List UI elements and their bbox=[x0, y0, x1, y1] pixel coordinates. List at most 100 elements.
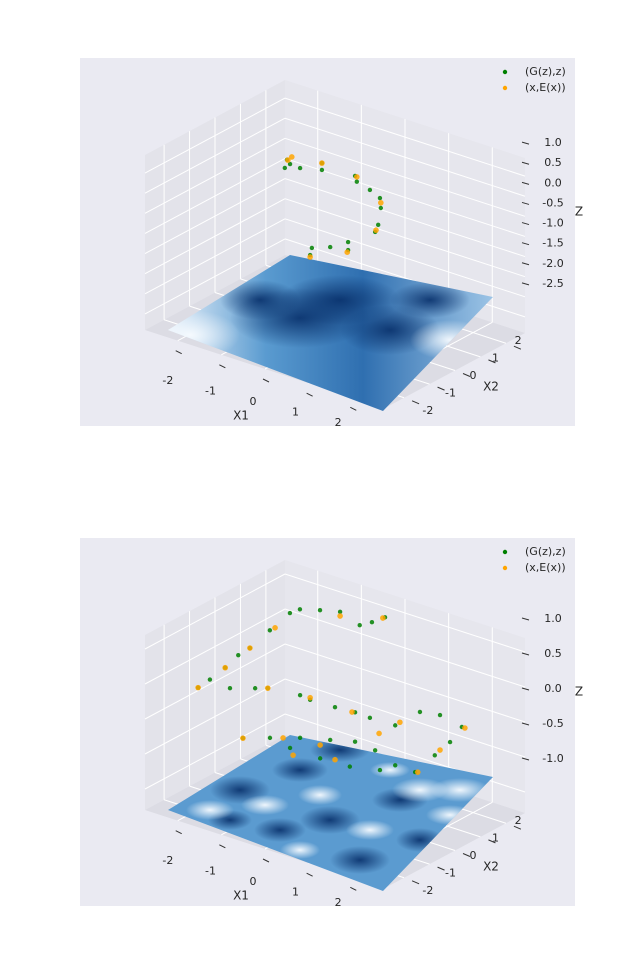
point bbox=[267, 735, 273, 741]
grid-line bbox=[144, 573, 286, 650]
surface-blob bbox=[272, 758, 328, 782]
x-tick-label: 2 bbox=[335, 416, 342, 429]
x-tick-label: -2 bbox=[162, 854, 173, 867]
grid-line bbox=[144, 158, 286, 234]
y-tick-label: 2 bbox=[515, 334, 522, 347]
z-tick bbox=[521, 687, 530, 691]
point bbox=[297, 735, 303, 741]
y-tick bbox=[488, 839, 496, 844]
y-tick-label: 0 bbox=[470, 849, 477, 862]
point bbox=[289, 154, 295, 160]
x-tick-label: -1 bbox=[205, 864, 216, 877]
z-tick-label: -1.0 bbox=[542, 217, 563, 230]
z-axis-label: Z bbox=[575, 685, 583, 699]
y-axis-label: X2 bbox=[483, 380, 499, 394]
grid-line bbox=[284, 198, 526, 278]
grid-line bbox=[284, 178, 526, 258]
grid-line bbox=[284, 643, 526, 723]
point bbox=[290, 752, 296, 758]
point bbox=[307, 694, 313, 701]
x-axis-label: X1 bbox=[233, 409, 249, 423]
point bbox=[349, 709, 355, 715]
point bbox=[357, 623, 362, 628]
z-tick-label: 1.0 bbox=[544, 612, 562, 625]
point bbox=[367, 187, 373, 193]
point bbox=[328, 244, 333, 250]
z-tick-label: -2.0 bbox=[542, 257, 563, 270]
z-tick-label: -0.5 bbox=[542, 717, 563, 730]
surface-blob bbox=[370, 762, 410, 778]
point bbox=[437, 747, 443, 753]
point bbox=[227, 685, 233, 691]
x-tick bbox=[262, 858, 270, 863]
point bbox=[354, 179, 360, 184]
z-tick-label: -0.5 bbox=[542, 196, 563, 209]
point bbox=[376, 222, 381, 228]
grid-line bbox=[284, 218, 526, 298]
point bbox=[195, 684, 201, 691]
y-tick-label: 2 bbox=[515, 814, 522, 827]
z-tick bbox=[521, 262, 530, 266]
point bbox=[393, 723, 398, 728]
surface-blob bbox=[254, 818, 306, 842]
surface-blob bbox=[392, 778, 448, 802]
grid-line bbox=[284, 157, 526, 237]
point bbox=[354, 174, 360, 180]
point bbox=[317, 756, 323, 761]
y-axis-label: X2 bbox=[483, 860, 499, 874]
y-tick bbox=[462, 373, 471, 377]
point bbox=[328, 737, 333, 743]
point bbox=[317, 608, 323, 613]
y-tick-label: -1 bbox=[445, 386, 456, 399]
point bbox=[437, 712, 443, 718]
grid-line bbox=[284, 97, 526, 177]
point bbox=[317, 742, 323, 748]
z-tick-label: 0.5 bbox=[544, 647, 562, 660]
z-tick bbox=[521, 652, 530, 656]
y-tick bbox=[411, 880, 420, 885]
x-tick bbox=[306, 872, 313, 877]
z-tick-label: 1.0 bbox=[544, 136, 562, 149]
legend-label: (x,E(x)) bbox=[525, 561, 566, 574]
axes-1: -2 -1 0 1 2 -2 -1 0 1 2 1.0 0.5 0.0 -0.5 -1.0 -1.5 -2.0 -… bbox=[144, 65, 583, 429]
grid-line bbox=[144, 178, 286, 255]
grid-line bbox=[144, 713, 286, 790]
surface-blob bbox=[168, 310, 240, 360]
point bbox=[287, 161, 293, 167]
point bbox=[377, 195, 383, 201]
point bbox=[345, 239, 351, 245]
grid-line bbox=[284, 117, 526, 197]
x-tick bbox=[350, 886, 357, 891]
point bbox=[297, 607, 303, 612]
point bbox=[207, 677, 213, 682]
grid-line bbox=[144, 678, 286, 755]
y-tick bbox=[437, 386, 445, 391]
y-tick bbox=[462, 853, 471, 857]
x-tick bbox=[219, 844, 226, 849]
grid-line bbox=[144, 117, 286, 194]
point bbox=[417, 709, 423, 715]
z-tick-label: -1.0 bbox=[542, 752, 563, 765]
surface-blob bbox=[298, 785, 342, 805]
point bbox=[236, 652, 241, 658]
grid-line bbox=[284, 137, 526, 217]
x-tick bbox=[262, 378, 270, 383]
y-tick bbox=[488, 359, 496, 364]
y-tick-label: -2 bbox=[422, 404, 433, 417]
surface-shading bbox=[168, 275, 490, 360]
grid-line bbox=[284, 678, 526, 758]
point bbox=[337, 609, 343, 615]
point bbox=[267, 628, 273, 633]
z-tick-label: 0.0 bbox=[544, 176, 562, 189]
point bbox=[282, 165, 288, 171]
legend-label: (G(z),z) bbox=[525, 545, 566, 558]
point bbox=[378, 205, 384, 211]
point bbox=[332, 705, 338, 710]
y-tick-label: 1 bbox=[492, 352, 499, 365]
surface-blob bbox=[390, 282, 470, 318]
legend-label: (x,E(x)) bbox=[525, 81, 566, 94]
surface-blob bbox=[280, 841, 320, 859]
grid-line bbox=[144, 643, 286, 720]
z-tick bbox=[521, 161, 530, 165]
x-tick-label: 2 bbox=[335, 896, 342, 909]
